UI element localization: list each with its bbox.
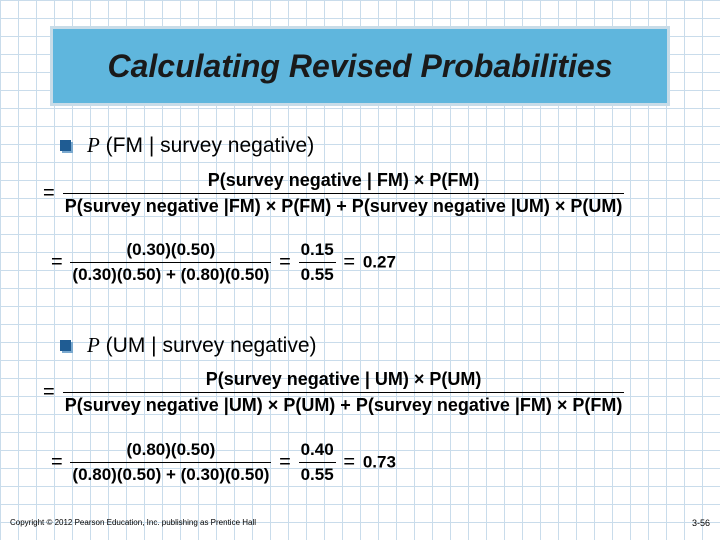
formula-denominator: P(survey negative |FM) × P(FM) + P(surve… <box>64 196 623 216</box>
calc-result: 0.73 <box>362 452 396 472</box>
calc-result: 0.27 <box>362 252 396 272</box>
bullet-p-symbol: P <box>87 133 100 157</box>
bullet-icon <box>60 140 71 151</box>
calc-denominator-simplified: 0.55 <box>300 465 334 484</box>
bayes-formula-um: = P(survey negative | UM) × P(UM) P(surv… <box>43 369 625 415</box>
formula-numerator: P(survey negative | FM) × P(FM) <box>207 170 480 190</box>
bullet-event-label: (UM | survey negative) <box>105 334 317 357</box>
fraction-bar <box>70 262 272 263</box>
formula-numerator: P(survey negative | UM) × P(UM) <box>205 369 482 389</box>
bayes-formula-fm: = P(survey negative | FM) × P(FM) P(surv… <box>40 170 625 217</box>
title-box: Calculating Revised Probabilities <box>50 26 670 106</box>
formula-denominator: P(survey negative |UM) × P(UM) + P(surve… <box>64 395 623 415</box>
page-number: 3-56 <box>691 518 710 528</box>
calc-numerator-simplified: 0.15 <box>300 240 334 259</box>
bullet-fm: P (FM | survey negative) <box>60 133 314 158</box>
fraction-bar <box>70 462 272 463</box>
calc-numerator: (0.30)(0.50) <box>126 240 216 259</box>
fraction-bar <box>298 462 336 463</box>
bullet-event-label: (FM | survey negative) <box>105 134 315 157</box>
fraction-bar <box>62 392 625 393</box>
bullet-p-symbol: P <box>87 333 100 357</box>
bullet-icon <box>60 340 71 351</box>
calc-numerator: (0.80)(0.50) <box>126 440 216 459</box>
calc-denominator-simplified: 0.55 <box>300 265 334 284</box>
calc-numerator-simplified: 0.40 <box>300 440 334 459</box>
calculation-um: = (0.80)(0.50) (0.80)(0.50) + (0.30)(0.5… <box>51 440 396 484</box>
bullet-um: P (UM | survey negative) <box>60 333 317 358</box>
calc-denominator: (0.80)(0.50) + (0.30)(0.50) <box>72 465 270 484</box>
slide-title: Calculating Revised Probabilities <box>107 47 613 84</box>
equals-sign: = <box>43 182 55 204</box>
fraction-bar <box>62 193 625 194</box>
copyright-notice: Copyright © 2012 Pearson Education, Inc.… <box>10 518 257 527</box>
calculation-fm: = (0.30)(0.50) (0.30)(0.50) + (0.80)(0.5… <box>51 240 396 284</box>
calc-denominator: (0.30)(0.50) + (0.80)(0.50) <box>72 265 270 284</box>
fraction-bar <box>298 262 336 263</box>
